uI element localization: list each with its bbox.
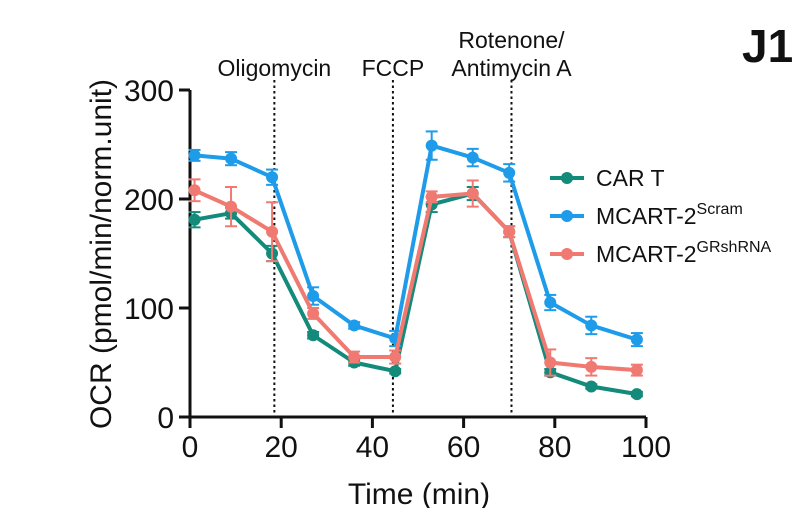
legend-label-base: MCART-2: [596, 203, 697, 229]
series-line: [194, 191, 638, 397]
data-point: [466, 187, 479, 200]
data-point: [630, 333, 643, 346]
x-tick-label: 0: [182, 431, 199, 464]
injection-label: FCCP: [362, 55, 425, 81]
data-point: [188, 213, 201, 226]
data-point: [225, 152, 238, 165]
data-point: [266, 225, 279, 238]
legend-marker: [561, 248, 573, 260]
series-1: [188, 130, 643, 348]
data-point: [585, 319, 598, 332]
legend-label-base: MCART-2: [596, 241, 697, 267]
data-point: [389, 365, 402, 378]
data-point: [630, 364, 643, 377]
x-axis-title: Time (min): [348, 478, 490, 508]
data-point: [188, 149, 201, 162]
y-axis-title: OCR (pmol/min/norm.unit): [85, 79, 118, 429]
legend-label-superscript: Scram: [697, 201, 743, 218]
data-point: [348, 351, 361, 364]
x-tick-label: 100: [621, 431, 671, 464]
data-point: [389, 351, 402, 364]
y-tick-label: 300: [124, 75, 174, 108]
legend-label: MCART-2GRshRNA: [596, 239, 772, 267]
y-tick-label: 0: [157, 402, 174, 435]
injection-label: Antimycin A: [451, 55, 572, 81]
data-point: [307, 307, 320, 320]
data-point: [225, 200, 238, 213]
series-line: [194, 143, 638, 342]
x-tick-label: 40: [356, 431, 389, 464]
data-point: [466, 151, 479, 164]
data-point: [503, 225, 516, 238]
data-point: [307, 329, 320, 342]
panel-label: J1: [742, 20, 793, 72]
legend-label-superscript: GRshRNA: [697, 239, 772, 256]
injection-label: Rotenone/: [458, 27, 565, 53]
axes: 0 100 200 300 0 20 40 60 80 100: [124, 75, 671, 464]
x-tick-label: 80: [538, 431, 571, 464]
data-point: [544, 296, 557, 309]
x-tick-label: 60: [447, 431, 480, 464]
data-point: [585, 360, 598, 373]
data-point: [266, 171, 279, 184]
series-line: [193, 188, 638, 373]
data-point: [544, 356, 557, 369]
x-tick-label: 20: [265, 431, 298, 464]
data-point: [307, 290, 320, 303]
data-point: [503, 166, 516, 179]
series-2: [188, 178, 643, 377]
series-0: [188, 186, 643, 401]
annotations: Oligomycin FCCP Rotenone/Antimycin A: [217, 27, 572, 417]
data-point: [585, 380, 598, 393]
data-point: [425, 139, 438, 152]
data-point: [425, 190, 438, 203]
data-point: [188, 184, 201, 197]
legend-marker: [561, 172, 573, 184]
injection-label: Oligomycin: [217, 55, 331, 81]
legend-marker: [561, 210, 573, 222]
data-point: [630, 388, 643, 401]
legend-label-base: CAR T: [596, 165, 665, 191]
y-tick-label: 200: [124, 184, 174, 217]
legend-label: CAR T: [596, 165, 665, 191]
series: [188, 130, 643, 401]
data-point: [348, 319, 361, 332]
y-tick-label: 100: [124, 293, 174, 326]
legend-label: MCART-2Scram: [596, 201, 743, 229]
